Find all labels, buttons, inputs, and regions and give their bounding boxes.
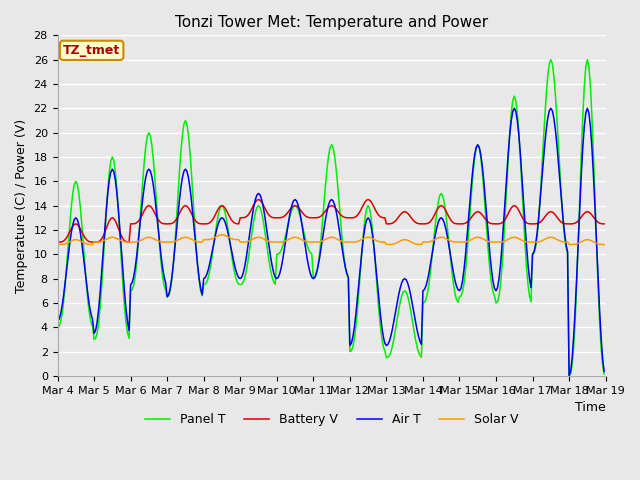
Battery V bbox=[600, 221, 608, 227]
Panel T bbox=[54, 324, 61, 330]
Solar V bbox=[246, 238, 253, 244]
Solar V bbox=[600, 241, 608, 247]
Panel T bbox=[121, 304, 129, 310]
Air T bbox=[235, 275, 243, 280]
Air T bbox=[121, 289, 129, 295]
Solar V bbox=[121, 239, 129, 245]
Air T bbox=[600, 369, 608, 374]
Air T bbox=[54, 318, 61, 324]
Battery V bbox=[255, 197, 262, 203]
Battery V bbox=[244, 213, 252, 218]
Battery V bbox=[54, 239, 61, 245]
Battery V bbox=[121, 238, 129, 243]
Air T bbox=[216, 216, 224, 222]
Legend: Panel T, Battery V, Air T, Solar V: Panel T, Battery V, Air T, Solar V bbox=[140, 408, 524, 431]
Air T bbox=[292, 198, 300, 204]
Panel T bbox=[235, 281, 243, 287]
Solar V bbox=[54, 241, 61, 247]
Text: TZ_tmet: TZ_tmet bbox=[63, 44, 120, 57]
Solar V bbox=[294, 235, 302, 241]
Solar V bbox=[218, 232, 226, 238]
Battery V bbox=[216, 204, 224, 209]
Line: Panel T: Panel T bbox=[58, 60, 604, 376]
Solar V bbox=[216, 232, 224, 238]
Y-axis label: Temperature (C) / Power (V): Temperature (C) / Power (V) bbox=[15, 119, 28, 293]
Line: Solar V: Solar V bbox=[58, 235, 604, 244]
Air T bbox=[565, 373, 573, 379]
Line: Battery V: Battery V bbox=[58, 200, 604, 242]
Panel T bbox=[244, 259, 252, 264]
Solar V bbox=[572, 241, 579, 247]
Battery V bbox=[294, 204, 302, 210]
X-axis label: Time: Time bbox=[575, 401, 605, 414]
Title: Tonzi Tower Met: Temperature and Power: Tonzi Tower Met: Temperature and Power bbox=[175, 15, 488, 30]
Battery V bbox=[572, 220, 579, 226]
Solar V bbox=[236, 239, 244, 245]
Panel T bbox=[547, 57, 555, 62]
Panel T bbox=[573, 282, 580, 288]
Panel T bbox=[216, 204, 224, 210]
Air T bbox=[511, 106, 518, 111]
Panel T bbox=[600, 371, 608, 377]
Air T bbox=[573, 274, 580, 280]
Panel T bbox=[565, 373, 573, 379]
Panel T bbox=[292, 204, 300, 210]
Air T bbox=[244, 244, 252, 250]
Line: Air T: Air T bbox=[58, 108, 604, 376]
Battery V bbox=[235, 221, 243, 227]
